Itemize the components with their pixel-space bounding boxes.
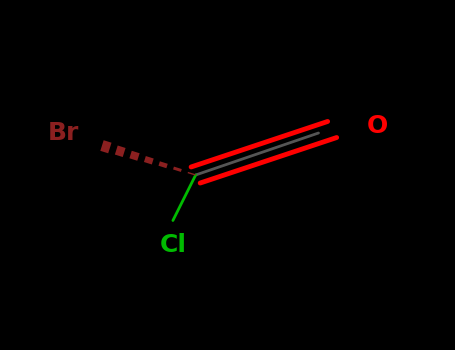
Text: Br: Br xyxy=(48,121,79,145)
Text: Cl: Cl xyxy=(159,233,187,257)
Text: O: O xyxy=(367,114,388,138)
